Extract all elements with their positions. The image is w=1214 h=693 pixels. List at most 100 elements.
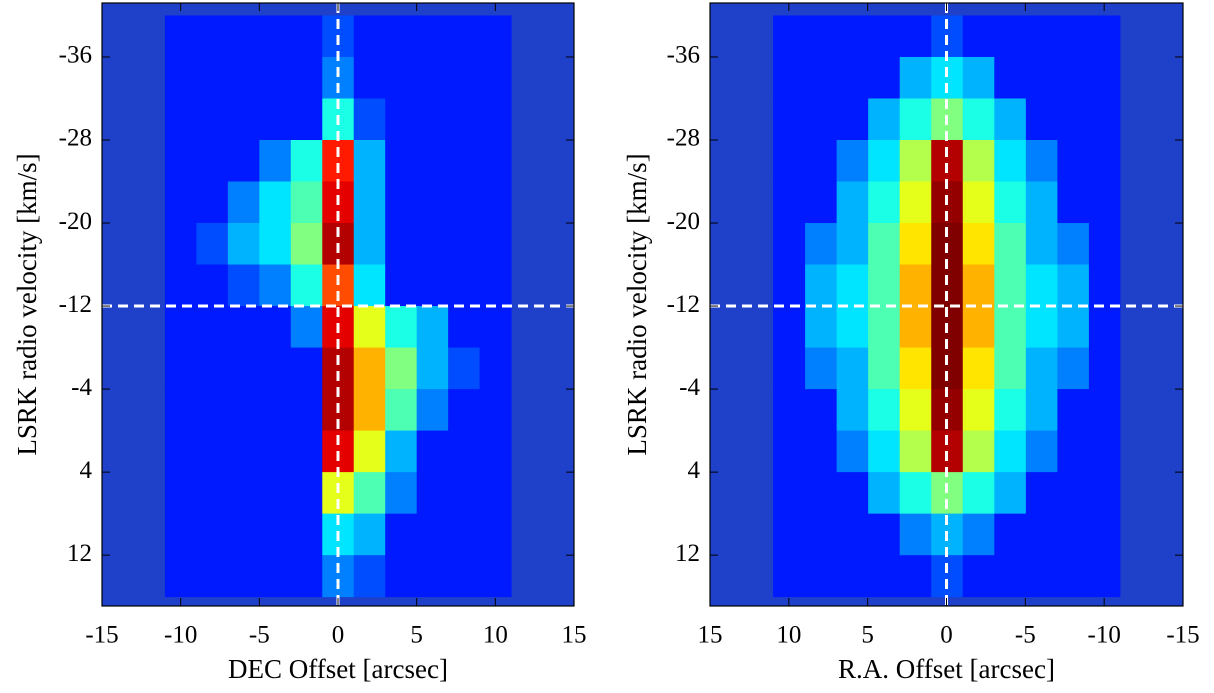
y-tick-label: 4 <box>688 457 701 484</box>
heatmap-cell <box>1056 181 1089 224</box>
heatmap-cell <box>227 264 260 307</box>
x-axis-label: DEC Offset [arcsec] <box>228 654 448 684</box>
heatmap-cell <box>416 223 449 266</box>
heatmap-cell <box>164 306 197 349</box>
heatmap-cell <box>322 139 355 183</box>
x-tick-label: 15 <box>562 622 587 649</box>
heatmap-cell <box>867 306 900 349</box>
heatmap-cell <box>962 513 995 556</box>
heatmap-cell <box>479 347 512 390</box>
heatmap-cell <box>773 430 806 473</box>
x-tick-label: -15 <box>85 622 118 649</box>
heatmap-cell <box>164 56 197 99</box>
heatmap-cell <box>1025 389 1058 432</box>
x-tick-label: -10 <box>1088 622 1121 649</box>
heatmap-cell <box>227 513 260 556</box>
y-tick-label: 4 <box>80 457 93 484</box>
heatmap-cell <box>867 223 900 266</box>
x-tick-label: 0 <box>940 622 953 649</box>
heatmap-cell <box>479 181 512 224</box>
heatmap-cell <box>1088 389 1121 432</box>
heatmap-cell <box>448 264 481 307</box>
heatmap-cell <box>290 264 323 307</box>
heatmap-cell <box>322 347 355 390</box>
heatmap-cell <box>1056 389 1089 432</box>
heatmap-cell <box>1025 513 1058 556</box>
heatmap-cell <box>448 306 481 349</box>
heatmap-cell <box>164 472 197 515</box>
heatmap-cell <box>1088 98 1121 141</box>
heatmap-cell <box>196 430 229 473</box>
heatmap-cell <box>385 389 418 432</box>
heatmap-cell <box>899 264 932 307</box>
x-tick-label: 15 <box>698 622 723 649</box>
heatmap-cell <box>836 430 869 473</box>
heatmap-cell <box>416 264 449 307</box>
heatmap-cell <box>353 472 386 515</box>
heatmap-cell <box>962 306 995 349</box>
heatmap-cell <box>448 555 481 598</box>
heatmap-cell <box>1088 430 1121 473</box>
heatmap-cell <box>164 389 197 432</box>
heatmap-cell <box>1088 472 1121 515</box>
heatmap-cell <box>259 56 292 99</box>
heatmap-cell <box>993 555 1026 598</box>
heatmap-cell <box>1056 347 1089 390</box>
heatmap-cell <box>196 98 229 141</box>
heatmap-cell <box>773 306 806 349</box>
heatmap-cell <box>899 472 932 515</box>
heatmap-cell <box>259 181 292 224</box>
heatmap-cell <box>196 181 229 224</box>
y-tick-label: 12 <box>67 540 92 567</box>
heatmap-cell <box>227 347 260 390</box>
heatmap-cell <box>385 347 418 390</box>
heatmap-cell <box>448 389 481 432</box>
heatmap-cell <box>353 56 386 99</box>
heatmap-cell <box>867 555 900 598</box>
heatmap-cell <box>196 347 229 390</box>
heatmap-cell <box>899 223 932 266</box>
heatmap-cell <box>899 15 932 58</box>
heatmap-cell <box>1088 181 1121 224</box>
heatmap-cell <box>196 513 229 556</box>
heatmap-cell <box>773 555 806 598</box>
heatmap-cell <box>385 98 418 141</box>
heatmap-cell <box>479 56 512 99</box>
heatmap-cell <box>804 98 837 141</box>
heatmap-cell <box>353 306 386 349</box>
heatmap-cell <box>259 347 292 390</box>
heatmap-cell <box>448 139 481 183</box>
heatmap-cell <box>804 15 837 58</box>
heatmap-cell <box>196 223 229 266</box>
heatmap-cell <box>962 56 995 99</box>
heatmap-cell <box>416 98 449 141</box>
heatmap-cell <box>1025 181 1058 224</box>
heatmap-cell <box>899 389 932 432</box>
y-tick-label: -20 <box>59 208 92 235</box>
heatmap-cell <box>227 555 260 598</box>
x-tick-label: -5 <box>1015 622 1036 649</box>
heatmap-cell <box>196 15 229 58</box>
heatmap-cell <box>836 181 869 224</box>
heatmap-cell <box>353 181 386 224</box>
heatmap-cell <box>773 389 806 432</box>
x-tick-label: -15 <box>1166 622 1199 649</box>
heatmap-cell <box>867 347 900 390</box>
heatmap-cell <box>867 389 900 432</box>
heatmap-cell <box>962 181 995 224</box>
heatmap-cell <box>259 98 292 141</box>
heatmap-cell <box>479 15 512 58</box>
heatmap-cell <box>479 264 512 307</box>
heatmap-cell <box>1056 56 1089 99</box>
heatmap-cell <box>804 56 837 99</box>
heatmap-cell <box>899 347 932 390</box>
heatmap-cell <box>290 98 323 141</box>
heatmap-cell <box>479 389 512 432</box>
heatmap-cell <box>290 56 323 99</box>
heatmap-cell <box>899 555 932 598</box>
heatmap-cell <box>385 430 418 473</box>
heatmap-cell <box>867 472 900 515</box>
heatmap-cell <box>353 139 386 183</box>
heatmap-cell <box>899 98 932 141</box>
heatmap-cell <box>479 555 512 598</box>
